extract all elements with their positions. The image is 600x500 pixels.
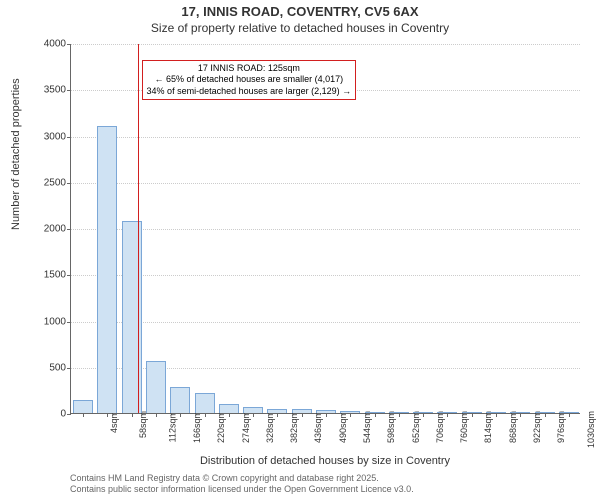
ytick-label: 3500 — [26, 85, 66, 96]
xtick-label: 112sqm — [167, 411, 177, 442]
ytick-mark — [67, 368, 71, 369]
xtick-mark — [302, 413, 303, 417]
gridline — [71, 44, 580, 45]
xtick-mark — [350, 413, 351, 417]
bar — [195, 393, 215, 413]
annotation-box: 17 INNIS ROAD: 125sqm← 65% of detached h… — [142, 60, 357, 100]
xtick-mark — [156, 413, 157, 417]
credits: Contains HM Land Registry data © Crown c… — [70, 473, 414, 496]
bar — [122, 221, 142, 413]
ytick-mark — [67, 44, 71, 45]
gridline — [71, 183, 580, 184]
xtick-mark — [132, 413, 133, 417]
ytick-label: 0 — [26, 409, 66, 420]
annotation-line: ← 65% of detached houses are smaller (4,… — [147, 74, 352, 85]
xtick-mark — [277, 413, 278, 417]
xtick-label: 652sqm — [411, 411, 421, 443]
xtick-mark — [423, 413, 424, 417]
ytick-label: 3000 — [26, 131, 66, 142]
xtick-mark — [229, 413, 230, 417]
gridline — [71, 229, 580, 230]
xtick-label: 598sqm — [386, 411, 396, 443]
xtick-label: 490sqm — [338, 411, 348, 443]
ytick-mark — [67, 229, 71, 230]
gridline — [71, 275, 580, 276]
xtick-mark — [447, 413, 448, 417]
xtick-label: 382sqm — [289, 411, 299, 443]
title-block: 17, INNIS ROAD, COVENTRY, CV5 6AX Size o… — [0, 4, 600, 35]
bar — [73, 400, 93, 413]
marker-line — [138, 44, 139, 413]
credit-line: Contains public sector information licen… — [70, 484, 414, 496]
xtick-label: 274sqm — [241, 411, 251, 443]
bar — [219, 404, 239, 413]
xtick-label: 436sqm — [313, 411, 323, 443]
xtick-label: 544sqm — [362, 411, 372, 443]
xtick-mark — [180, 413, 181, 417]
xtick-mark — [399, 413, 400, 417]
ytick-label: 1500 — [26, 270, 66, 281]
chart-subtitle: Size of property relative to detached ho… — [0, 21, 600, 35]
xtick-label: 220sqm — [216, 411, 226, 443]
plot-area: 050010001500200025003000350040004sqm58sq… — [70, 44, 580, 414]
annotation-line: 17 INNIS ROAD: 125sqm — [147, 63, 352, 74]
xtick-label: 760sqm — [459, 411, 469, 443]
xtick-mark — [107, 413, 108, 417]
bar — [97, 126, 117, 413]
xtick-mark — [205, 413, 206, 417]
chart-container: 17, INNIS ROAD, COVENTRY, CV5 6AX Size o… — [0, 0, 600, 500]
ytick-label: 4000 — [26, 39, 66, 50]
xtick-mark — [326, 413, 327, 417]
chart-title: 17, INNIS ROAD, COVENTRY, CV5 6AX — [0, 4, 600, 19]
xtick-mark — [472, 413, 473, 417]
xtick-label: 814sqm — [483, 411, 493, 443]
ytick-mark — [67, 183, 71, 184]
xtick-label: 328sqm — [265, 411, 275, 443]
xtick-mark — [569, 413, 570, 417]
ytick-mark — [67, 137, 71, 138]
xtick-mark — [83, 413, 84, 417]
xtick-label: 1030sqm — [586, 411, 596, 448]
gridline — [71, 322, 580, 323]
bar — [146, 361, 166, 413]
bar — [170, 387, 190, 413]
ytick-label: 2500 — [26, 177, 66, 188]
ytick-mark — [67, 275, 71, 276]
ytick-label: 2000 — [26, 224, 66, 235]
xtick-label: 166sqm — [192, 411, 202, 443]
credit-line: Contains HM Land Registry data © Crown c… — [70, 473, 414, 485]
xtick-mark — [253, 413, 254, 417]
xtick-mark — [520, 413, 521, 417]
gridline — [71, 137, 580, 138]
x-axis-label: Distribution of detached houses by size … — [70, 455, 580, 467]
ytick-mark — [67, 414, 71, 415]
xtick-mark — [375, 413, 376, 417]
xtick-label: 922sqm — [532, 411, 542, 443]
xtick-mark — [496, 413, 497, 417]
xtick-label: 58sqm — [138, 411, 148, 438]
annotation-line: 34% of semi-detached houses are larger (… — [147, 86, 352, 97]
ytick-label: 1000 — [26, 316, 66, 327]
xtick-label: 706sqm — [435, 411, 445, 443]
ytick-mark — [67, 322, 71, 323]
y-axis-label: Number of detached properties — [10, 78, 22, 230]
ytick-label: 500 — [26, 362, 66, 373]
xtick-label: 976sqm — [556, 411, 566, 443]
xtick-label: 868sqm — [508, 411, 518, 443]
xtick-label: 4sqm — [109, 411, 119, 433]
ytick-mark — [67, 90, 71, 91]
xtick-mark — [545, 413, 546, 417]
